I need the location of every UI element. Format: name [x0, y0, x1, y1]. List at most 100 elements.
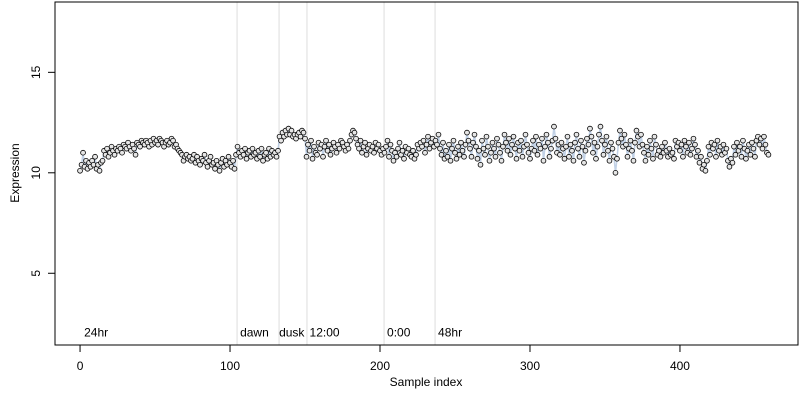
- data-point: [605, 147, 611, 154]
- data-point: [111, 151, 118, 158]
- data-point: [597, 123, 604, 130]
- data-point: [362, 139, 368, 146]
- data-point: [96, 167, 103, 174]
- data-point: [756, 141, 763, 148]
- data-point: [306, 147, 313, 154]
- data-point: [614, 155, 620, 162]
- data-point: [558, 139, 565, 146]
- data-point: [486, 157, 493, 164]
- data-point: [563, 143, 569, 150]
- data-point: [459, 147, 466, 154]
- data-point: [744, 147, 751, 154]
- data-point: [410, 147, 416, 154]
- x-tick-label: 0: [77, 359, 84, 373]
- data-point: [395, 145, 401, 152]
- data-point: [738, 153, 745, 160]
- data-point: [309, 155, 316, 162]
- data-point: [518, 137, 524, 144]
- data-point: [345, 145, 352, 152]
- data-point: [506, 135, 512, 142]
- data-point: [602, 141, 608, 148]
- data-point: [207, 153, 214, 160]
- data-point: [327, 151, 334, 158]
- data-point: [437, 145, 443, 152]
- data-point: [729, 159, 736, 166]
- data-point: [530, 137, 536, 144]
- data-point: [323, 137, 329, 144]
- data-point: [693, 153, 700, 160]
- data-point: [390, 157, 397, 164]
- data-point: [507, 151, 514, 158]
- data-point: [681, 137, 688, 144]
- data-point: [513, 155, 520, 162]
- data-point: [651, 133, 658, 140]
- data-point: [701, 161, 707, 168]
- data-point: [420, 137, 427, 144]
- data-point: [686, 139, 692, 146]
- data-point: [551, 123, 557, 130]
- data-point: [761, 133, 767, 140]
- annotation: 48hr: [438, 326, 462, 340]
- data-point: [258, 145, 265, 152]
- data-point: [599, 137, 605, 144]
- data-point: [653, 141, 659, 148]
- data-point: [260, 157, 266, 164]
- data-point: [170, 137, 176, 144]
- data-point: [533, 133, 539, 140]
- data-point: [468, 153, 475, 160]
- data-point: [501, 131, 508, 138]
- annotation: 12:00: [310, 326, 340, 340]
- data-point: [633, 127, 640, 134]
- data-point: [687, 151, 694, 158]
- data-point: [638, 131, 644, 138]
- data-point: [443, 147, 449, 154]
- data-point: [321, 143, 328, 150]
- data-point: [359, 149, 365, 156]
- y-tick-label: 10: [29, 166, 43, 180]
- data-point: [644, 143, 650, 150]
- data-point: [557, 151, 563, 158]
- data-point: [243, 155, 250, 162]
- data-point: [494, 135, 500, 142]
- data-point: [509, 141, 515, 148]
- data-point: [444, 153, 451, 160]
- data-point: [659, 143, 665, 150]
- data-point: [546, 153, 553, 160]
- data-point: [534, 151, 541, 158]
- data-point: [705, 143, 712, 150]
- data-point: [405, 145, 412, 152]
- data-point: [678, 141, 685, 148]
- data-point: [522, 131, 529, 138]
- data-point: [762, 141, 769, 148]
- data-point: [131, 145, 137, 152]
- data-point: [467, 145, 473, 152]
- data-point: [479, 137, 485, 144]
- data-point: [621, 131, 628, 138]
- data-point: [449, 145, 455, 152]
- data-point: [419, 143, 425, 150]
- data-point: [77, 167, 83, 174]
- x-tick-label: 200: [370, 359, 390, 373]
- data-point: [578, 137, 584, 144]
- data-point: [471, 131, 478, 138]
- data-point: [585, 141, 592, 148]
- x-tick-label: 400: [670, 359, 690, 373]
- data-point: [623, 141, 629, 148]
- data-point: [242, 145, 248, 152]
- data-point: [590, 149, 596, 156]
- data-point: [584, 135, 590, 142]
- data-point: [297, 133, 304, 140]
- data-point: [347, 137, 353, 144]
- data-point: [510, 133, 517, 140]
- data-point: [600, 151, 607, 158]
- data-point: [732, 151, 739, 158]
- data-point: [750, 145, 757, 152]
- data-point: [765, 151, 772, 158]
- data-point: [680, 153, 686, 160]
- data-point: [80, 149, 86, 156]
- data-point: [579, 143, 586, 150]
- data-point: [426, 145, 433, 152]
- x-tick-label: 300: [520, 359, 540, 373]
- data-point: [464, 129, 470, 136]
